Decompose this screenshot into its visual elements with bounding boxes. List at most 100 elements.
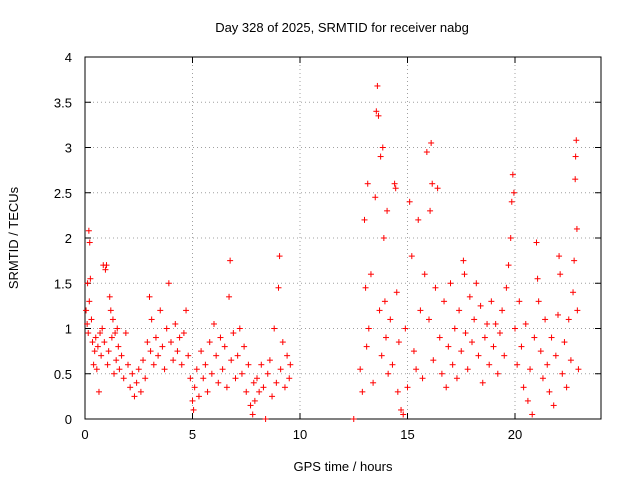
data-point <box>146 293 153 300</box>
data-point <box>508 198 515 205</box>
data-point <box>102 266 109 273</box>
data-point <box>98 352 105 359</box>
y-tick-label: 4 <box>65 50 72 65</box>
y-tick-label: 1 <box>65 322 72 337</box>
data-point <box>573 225 580 232</box>
x-tick-label: 15 <box>400 427 414 442</box>
data-point <box>460 257 467 264</box>
data-point <box>152 334 159 341</box>
data-point <box>221 343 228 350</box>
data-point <box>215 379 222 386</box>
data-point <box>361 216 368 223</box>
chart-title: Day 328 of 2025, SRMTID for receiver nab… <box>215 20 469 35</box>
data-point <box>419 375 426 382</box>
data-point <box>174 348 181 355</box>
data-point <box>486 361 493 368</box>
data-point <box>383 334 389 341</box>
data-point <box>492 320 499 327</box>
data-point <box>561 339 568 346</box>
data-point <box>503 284 510 291</box>
data-point <box>494 370 501 377</box>
data-point <box>370 379 377 386</box>
data-point <box>518 343 525 350</box>
data-point <box>496 330 503 337</box>
data-point <box>350 416 357 422</box>
data-point <box>432 284 439 291</box>
data-point <box>266 357 273 364</box>
data-point <box>421 271 428 278</box>
data-point <box>228 357 235 364</box>
data-point <box>427 207 434 214</box>
data-point <box>380 235 387 241</box>
data-point <box>423 149 430 156</box>
x-tick-label: 20 <box>508 427 522 442</box>
y-tick-label: 2.5 <box>54 186 72 201</box>
data-point <box>91 348 98 355</box>
data-point <box>364 180 371 187</box>
data-point <box>251 397 258 404</box>
data-point <box>379 144 386 151</box>
data-point <box>552 352 559 359</box>
data-point <box>535 298 542 305</box>
data-point <box>385 370 392 377</box>
data-point <box>245 361 252 368</box>
data-point <box>406 198 413 205</box>
data-point <box>227 257 234 264</box>
data-point <box>191 384 198 391</box>
data-point <box>473 280 480 287</box>
data-point <box>428 139 435 146</box>
data-point <box>445 343 452 350</box>
data-point <box>97 330 104 337</box>
data-point <box>563 384 570 391</box>
data-point <box>404 384 411 391</box>
data-point <box>276 253 283 260</box>
data-point <box>372 194 379 201</box>
data-point <box>83 307 90 314</box>
data-point <box>281 384 288 391</box>
data-point <box>284 352 291 359</box>
data-point <box>115 343 122 350</box>
data-point <box>264 370 271 377</box>
y-tick-label: 0 <box>65 412 72 427</box>
data-point <box>378 352 385 359</box>
data-point <box>254 375 260 382</box>
data-point <box>573 137 580 144</box>
data-point <box>189 397 196 404</box>
data-point <box>223 384 230 391</box>
data-point <box>93 366 100 373</box>
data-point <box>176 334 183 341</box>
data-point <box>546 388 553 395</box>
data-point <box>374 82 381 89</box>
data-point <box>430 357 437 364</box>
data-point <box>275 284 282 291</box>
data-point <box>471 316 478 323</box>
data-point <box>507 235 514 241</box>
data-point <box>533 239 540 246</box>
data-point <box>85 227 92 234</box>
data-point <box>84 280 91 287</box>
data-point <box>247 402 254 409</box>
data-point <box>555 311 561 318</box>
data-point <box>170 357 177 364</box>
data-point <box>89 339 96 346</box>
data-point <box>94 343 101 350</box>
data-point <box>137 388 144 395</box>
data-point <box>108 334 115 341</box>
data-point <box>258 361 265 368</box>
data-point <box>116 366 123 373</box>
x-axis-label: GPS time / hours <box>294 459 393 474</box>
data-point <box>202 361 209 368</box>
data-point <box>376 307 383 314</box>
data-point <box>469 339 475 346</box>
data-point <box>109 316 116 323</box>
data-point <box>256 388 263 395</box>
data-point <box>400 411 407 418</box>
data-point <box>394 388 401 395</box>
data-point <box>447 280 454 287</box>
data-point <box>461 271 468 278</box>
data-point <box>516 298 523 305</box>
data-point <box>484 320 491 327</box>
data-point <box>187 375 194 382</box>
data-point <box>262 416 269 422</box>
